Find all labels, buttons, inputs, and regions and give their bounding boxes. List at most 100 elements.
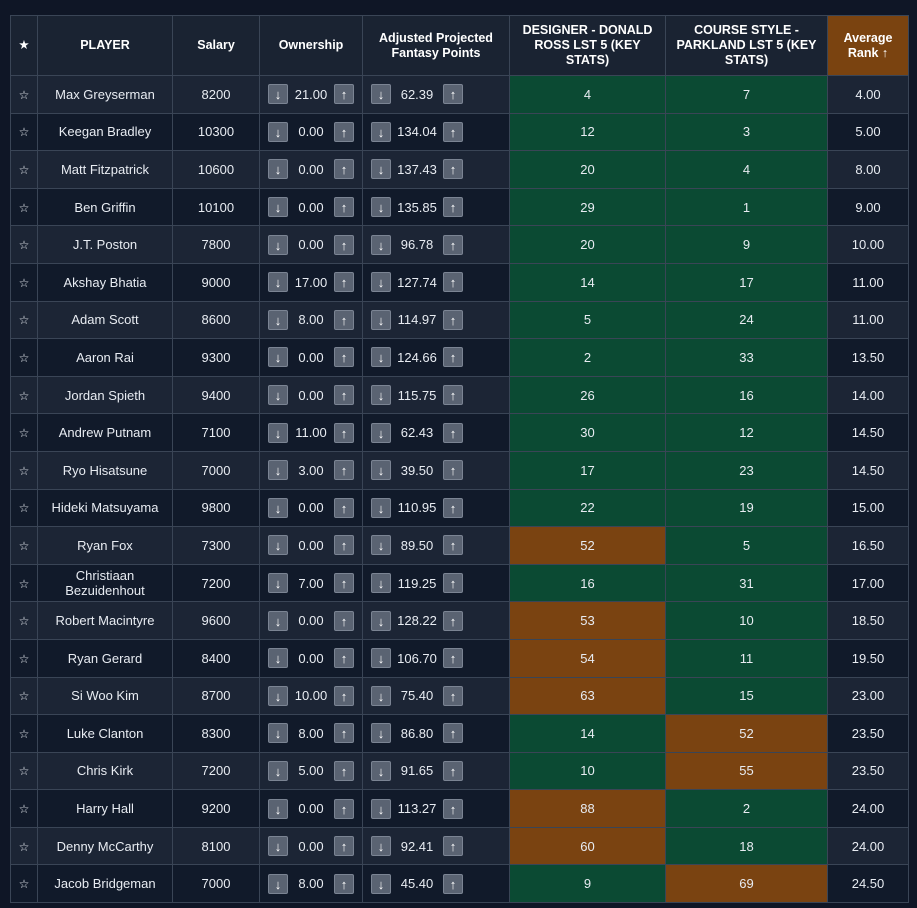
average-rank-column-header[interactable]: Average Rank ↑ bbox=[827, 15, 909, 76]
favorite-star-icon[interactable]: ☆ bbox=[18, 350, 30, 365]
ownership-decrease-button[interactable]: ↓ bbox=[268, 84, 288, 105]
projection-decrease-button[interactable]: ↓ bbox=[371, 836, 391, 857]
projection-increase-button[interactable]: ↑ bbox=[443, 460, 463, 481]
ownership-increase-button[interactable]: ↑ bbox=[334, 610, 354, 631]
projection-increase-button[interactable]: ↑ bbox=[443, 121, 463, 142]
favorite-star-icon[interactable]: ☆ bbox=[18, 839, 30, 854]
ownership-increase-button[interactable]: ↑ bbox=[334, 234, 354, 255]
ownership-decrease-button[interactable]: ↓ bbox=[268, 535, 288, 556]
ownership-increase-button[interactable]: ↑ bbox=[334, 836, 354, 857]
projection-decrease-button[interactable]: ↓ bbox=[371, 573, 391, 594]
ownership-increase-button[interactable]: ↑ bbox=[334, 309, 354, 330]
ownership-decrease-button[interactable]: ↓ bbox=[268, 723, 288, 744]
ownership-decrease-button[interactable]: ↓ bbox=[268, 685, 288, 706]
favorite-star-icon[interactable]: ☆ bbox=[18, 576, 30, 591]
projection-increase-button[interactable]: ↑ bbox=[443, 272, 463, 293]
ownership-decrease-button[interactable]: ↓ bbox=[268, 309, 288, 330]
ownership-increase-button[interactable]: ↑ bbox=[334, 573, 354, 594]
projection-decrease-button[interactable]: ↓ bbox=[371, 84, 391, 105]
projection-increase-button[interactable]: ↑ bbox=[443, 760, 463, 781]
ownership-decrease-button[interactable]: ↓ bbox=[268, 798, 288, 819]
projection-increase-button[interactable]: ↑ bbox=[443, 234, 463, 255]
projection-increase-button[interactable]: ↑ bbox=[443, 309, 463, 330]
ownership-increase-button[interactable]: ↑ bbox=[334, 798, 354, 819]
favorite-star-icon[interactable]: ☆ bbox=[18, 802, 30, 817]
ownership-increase-button[interactable]: ↑ bbox=[334, 760, 354, 781]
projection-decrease-button[interactable]: ↓ bbox=[371, 723, 391, 744]
projection-decrease-button[interactable]: ↓ bbox=[371, 798, 391, 819]
projection-increase-button[interactable]: ↑ bbox=[443, 347, 463, 368]
favorite-star-icon[interactable]: ☆ bbox=[18, 313, 30, 328]
projection-decrease-button[interactable]: ↓ bbox=[371, 610, 391, 631]
projection-decrease-button[interactable]: ↓ bbox=[371, 873, 391, 894]
projection-increase-button[interactable]: ↑ bbox=[443, 573, 463, 594]
ownership-decrease-button[interactable]: ↓ bbox=[268, 422, 288, 443]
ownership-decrease-button[interactable]: ↓ bbox=[268, 573, 288, 594]
favorite-star-icon[interactable]: ☆ bbox=[18, 538, 30, 553]
ownership-increase-button[interactable]: ↑ bbox=[334, 648, 354, 669]
projected-points-column-header[interactable]: Adjusted Projected Fantasy Points bbox=[362, 15, 510, 76]
projection-increase-button[interactable]: ↑ bbox=[443, 836, 463, 857]
ownership-increase-button[interactable]: ↑ bbox=[334, 84, 354, 105]
projection-increase-button[interactable]: ↑ bbox=[443, 685, 463, 706]
projection-increase-button[interactable]: ↑ bbox=[443, 159, 463, 180]
projection-increase-button[interactable]: ↑ bbox=[443, 197, 463, 218]
projection-decrease-button[interactable]: ↓ bbox=[371, 197, 391, 218]
player-column-header[interactable]: PLAYER bbox=[37, 15, 173, 76]
ownership-increase-button[interactable]: ↑ bbox=[334, 873, 354, 894]
favorite-star-icon[interactable]: ☆ bbox=[18, 726, 30, 741]
ownership-increase-button[interactable]: ↑ bbox=[334, 497, 354, 518]
projection-decrease-button[interactable]: ↓ bbox=[371, 648, 391, 669]
ownership-decrease-button[interactable]: ↓ bbox=[268, 272, 288, 293]
ownership-decrease-button[interactable]: ↓ bbox=[268, 347, 288, 368]
favorite-header-star-icon[interactable]: ★ bbox=[10, 15, 38, 76]
ownership-decrease-button[interactable]: ↓ bbox=[268, 460, 288, 481]
ownership-decrease-button[interactable]: ↓ bbox=[268, 497, 288, 518]
favorite-star-icon[interactable]: ☆ bbox=[18, 463, 30, 478]
ownership-decrease-button[interactable]: ↓ bbox=[268, 385, 288, 406]
projection-increase-button[interactable]: ↑ bbox=[443, 723, 463, 744]
projection-decrease-button[interactable]: ↓ bbox=[371, 159, 391, 180]
favorite-star-icon[interactable]: ☆ bbox=[18, 388, 30, 403]
projection-decrease-button[interactable]: ↓ bbox=[371, 685, 391, 706]
projection-decrease-button[interactable]: ↓ bbox=[371, 535, 391, 556]
projection-increase-button[interactable]: ↑ bbox=[443, 385, 463, 406]
ownership-decrease-button[interactable]: ↓ bbox=[268, 234, 288, 255]
ownership-increase-button[interactable]: ↑ bbox=[334, 535, 354, 556]
projection-decrease-button[interactable]: ↓ bbox=[371, 121, 391, 142]
salary-column-header[interactable]: Salary bbox=[172, 15, 260, 76]
projection-increase-button[interactable]: ↑ bbox=[443, 648, 463, 669]
projection-decrease-button[interactable]: ↓ bbox=[371, 347, 391, 368]
projection-increase-button[interactable]: ↑ bbox=[443, 535, 463, 556]
projection-increase-button[interactable]: ↑ bbox=[443, 798, 463, 819]
ownership-increase-button[interactable]: ↑ bbox=[334, 685, 354, 706]
favorite-star-icon[interactable]: ☆ bbox=[18, 689, 30, 704]
projection-decrease-button[interactable]: ↓ bbox=[371, 234, 391, 255]
projection-increase-button[interactable]: ↑ bbox=[443, 84, 463, 105]
projection-increase-button[interactable]: ↑ bbox=[443, 497, 463, 518]
ownership-increase-button[interactable]: ↑ bbox=[334, 347, 354, 368]
ownership-increase-button[interactable]: ↑ bbox=[334, 422, 354, 443]
favorite-star-icon[interactable]: ☆ bbox=[18, 87, 30, 102]
ownership-increase-button[interactable]: ↑ bbox=[334, 460, 354, 481]
projection-increase-button[interactable]: ↑ bbox=[443, 610, 463, 631]
projection-decrease-button[interactable]: ↓ bbox=[371, 497, 391, 518]
projection-decrease-button[interactable]: ↓ bbox=[371, 460, 391, 481]
ownership-increase-button[interactable]: ↑ bbox=[334, 197, 354, 218]
course-style-column-header[interactable]: COURSE STYLE - PARKLAND LST 5 (KEY STATS… bbox=[665, 15, 828, 76]
favorite-star-icon[interactable]: ☆ bbox=[18, 200, 30, 215]
favorite-star-icon[interactable]: ☆ bbox=[18, 651, 30, 666]
favorite-star-icon[interactable]: ☆ bbox=[18, 877, 30, 892]
ownership-increase-button[interactable]: ↑ bbox=[334, 159, 354, 180]
favorite-star-icon[interactable]: ☆ bbox=[18, 764, 30, 779]
ownership-decrease-button[interactable]: ↓ bbox=[268, 836, 288, 857]
favorite-star-icon[interactable]: ☆ bbox=[18, 125, 30, 140]
favorite-star-icon[interactable]: ☆ bbox=[18, 162, 30, 177]
ownership-increase-button[interactable]: ↑ bbox=[334, 723, 354, 744]
ownership-increase-button[interactable]: ↑ bbox=[334, 272, 354, 293]
projection-decrease-button[interactable]: ↓ bbox=[371, 385, 391, 406]
favorite-star-icon[interactable]: ☆ bbox=[18, 426, 30, 441]
projection-increase-button[interactable]: ↑ bbox=[443, 422, 463, 443]
ownership-decrease-button[interactable]: ↓ bbox=[268, 159, 288, 180]
favorite-star-icon[interactable]: ☆ bbox=[18, 238, 30, 253]
